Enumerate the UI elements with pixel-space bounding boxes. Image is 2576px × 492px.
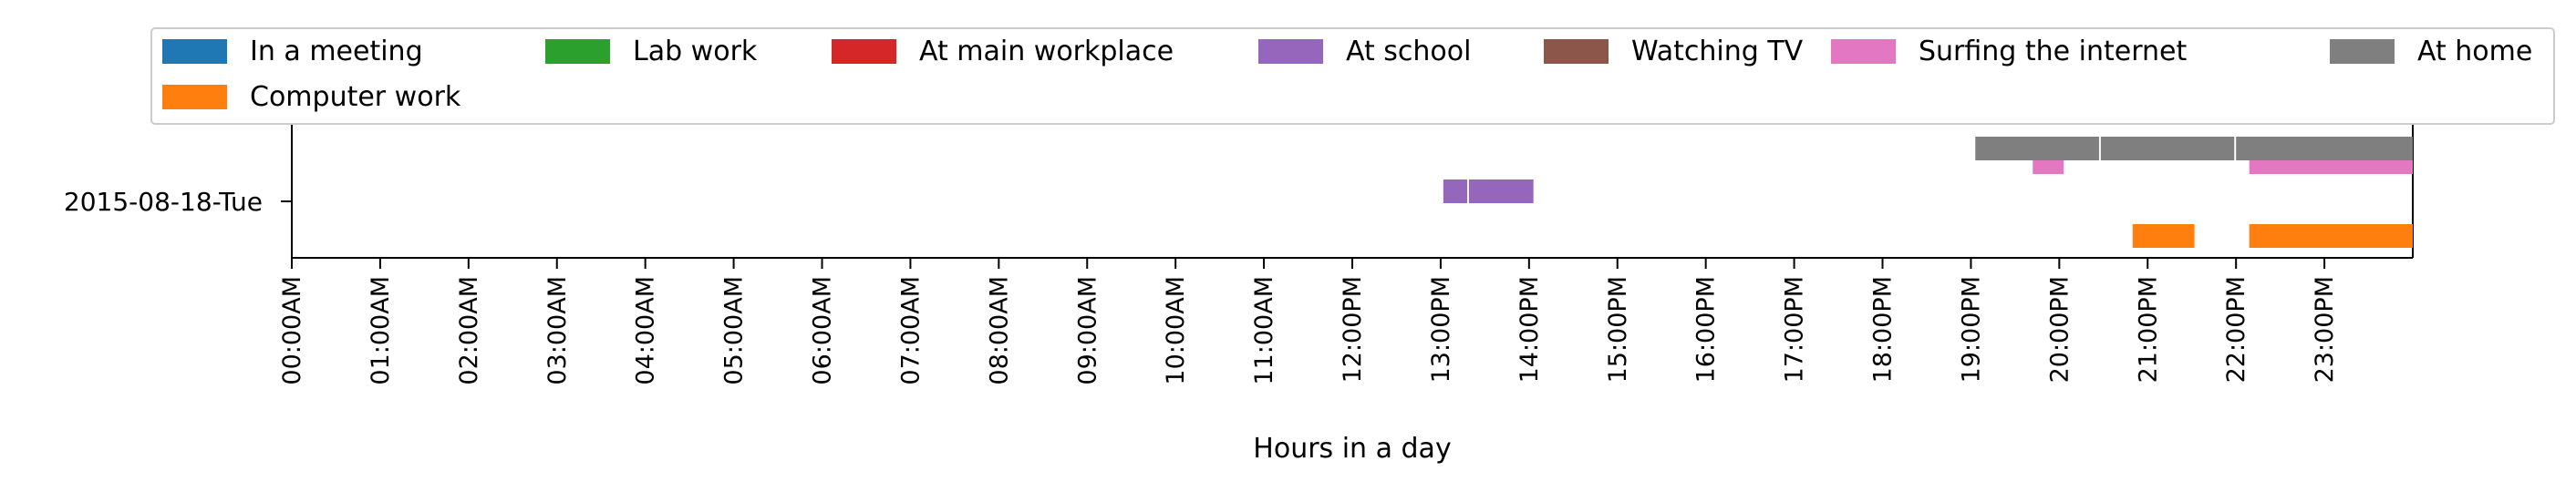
x-tick-label: 06:00AM <box>809 276 837 385</box>
x-tick-label: 07:00AM <box>896 276 925 385</box>
legend-swatch <box>1831 39 1896 64</box>
x-tick-label: 00:00AM <box>278 276 306 385</box>
x-tick-label: 15:00PM <box>1604 276 1632 383</box>
x-ticks: 00:00AM 01:00AM 02:00AM 03:00AM 04:00AM 05:00… <box>278 258 2339 385</box>
x-tick-label: 03:00AM <box>543 276 572 385</box>
legend-swatch <box>162 39 227 64</box>
legend-swatch <box>1544 39 1609 64</box>
x-tick-label: 04:00AM <box>632 276 660 385</box>
x-tick-label: 21:00PM <box>2134 276 2162 383</box>
y-tick-label: 2015-08-18-Tue <box>64 187 263 217</box>
x-tick-label: 17:00PM <box>1781 276 1809 383</box>
bar-surfing-the-internet-1 <box>2249 160 2413 174</box>
x-tick-label: 22:00PM <box>2222 276 2250 383</box>
x-tick-label: 12:00PM <box>1339 276 1367 383</box>
legend-items: In a meeting Computer work Lab work At main… <box>162 36 2532 113</box>
x-tick-label: 18:00PM <box>1869 276 1898 383</box>
legend-item-computer-work: Computer work <box>162 81 461 113</box>
x-tick-label: 02:00AM <box>455 276 483 385</box>
x-tick-label: 13:00PM <box>1427 276 1455 383</box>
legend-label: In a meeting <box>250 36 423 67</box>
legend-label: At school <box>1346 36 1471 67</box>
legend-label: At main workplace <box>919 36 1174 67</box>
x-tick-label: 08:00AM <box>985 276 1013 385</box>
legend-item-at-school: At school <box>1258 36 1471 67</box>
bar-computer-work-0 <box>2132 224 2195 248</box>
x-tick-label: 10:00AM <box>1162 276 1190 385</box>
x-tick-label: 01:00AM <box>367 276 395 385</box>
bar-at-home-0 <box>1975 137 2099 160</box>
legend-item-lab-work: Lab work <box>545 36 758 67</box>
plot-area: 00:00AM 01:00AM 02:00AM 03:00AM 04:00AM 05:00… <box>64 123 2414 385</box>
y-ticks: 2015-08-18-Tue <box>64 187 292 217</box>
legend-swatch <box>162 85 227 109</box>
bar-at-school-1 <box>1468 179 1534 203</box>
x-tick-label: 05:00AM <box>720 276 749 385</box>
legend-label: Computer work <box>250 81 461 113</box>
bar-at-home-2 <box>2236 137 2413 160</box>
legend-item-at-home: At home <box>2330 36 2532 67</box>
bar-surfing-the-internet-0 <box>2033 160 2064 174</box>
bar-computer-work-1 <box>2249 224 2413 248</box>
x-axis-label: Hours in a day <box>1253 433 1451 465</box>
activity-bars <box>1443 137 2413 248</box>
bar-at-home-1 <box>2100 137 2235 160</box>
legend-label: At home <box>2417 36 2532 67</box>
x-tick-label: 19:00PM <box>1957 276 1985 383</box>
x-tick-label: 11:00AM <box>1250 276 1278 385</box>
legend-item-surfing-the-internet: Surfing the internet <box>1831 36 2187 67</box>
legend-label: Watching TV <box>1631 36 1804 67</box>
legend: In a meeting Computer work Lab work At main… <box>150 27 2555 125</box>
legend-item-watching-tv: Watching TV <box>1544 36 1804 67</box>
legend-swatch <box>545 39 610 64</box>
x-tick-label: 16:00PM <box>1692 276 1721 383</box>
legend-label: Lab work <box>633 36 758 67</box>
legend-item-at-main-workplace: At main workplace <box>832 36 1174 67</box>
legend-label: Surfing the internet <box>1919 36 2187 67</box>
legend-swatch <box>832 39 896 64</box>
legend-swatch <box>2330 39 2395 64</box>
x-tick-label: 20:00PM <box>2045 276 2074 383</box>
bar-at-school-0 <box>1443 179 1467 203</box>
legend-frame <box>150 27 2555 125</box>
legend-swatch <box>1258 39 1323 64</box>
x-tick-label: 14:00PM <box>1516 276 1544 383</box>
x-tick-label: 23:00PM <box>2311 276 2339 383</box>
x-tick-label: 09:00AM <box>1073 276 1102 385</box>
legend-item-in-a-meeting: In a meeting <box>162 36 423 67</box>
